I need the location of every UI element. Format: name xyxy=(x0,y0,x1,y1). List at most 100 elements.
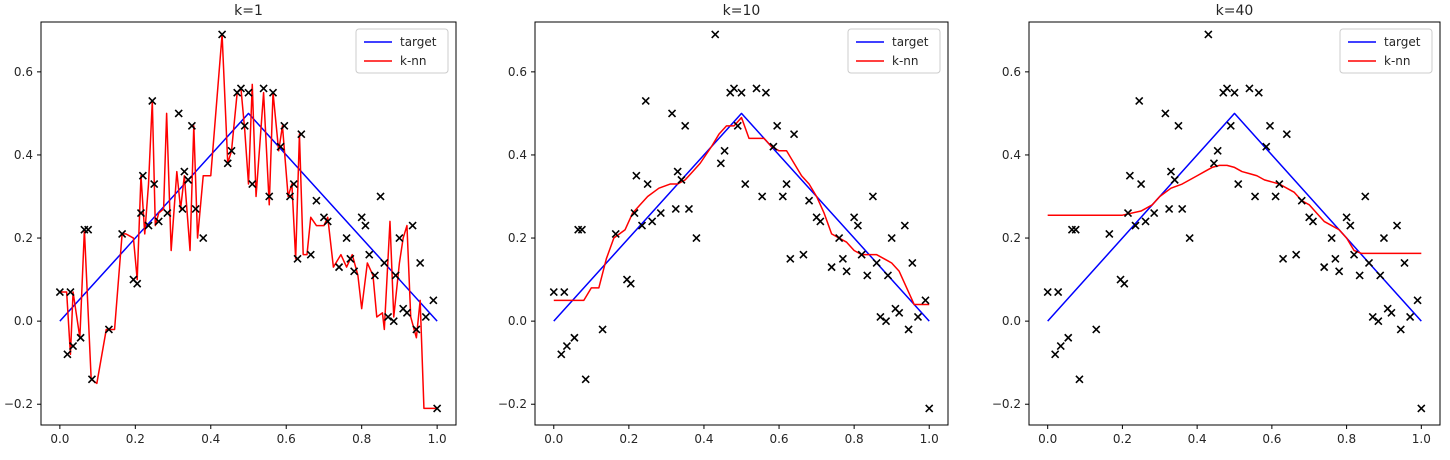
data-point-marker xyxy=(925,404,934,413)
data-point-marker xyxy=(391,271,400,280)
data-point-marker xyxy=(1368,312,1377,322)
y-tick-label: 0.2 xyxy=(1002,231,1021,245)
data-point-marker xyxy=(581,375,590,384)
data-point-marker xyxy=(562,341,571,351)
x-tick-label: 0.6 xyxy=(1262,432,1281,446)
data-point-marker xyxy=(729,84,739,93)
data-point-marker xyxy=(1279,254,1288,263)
data-point-marker xyxy=(248,179,257,189)
x-tick-label: 0.2 xyxy=(1113,432,1132,446)
legend-label: k-nn xyxy=(400,54,427,68)
y-tick-label: 0.2 xyxy=(14,231,33,245)
data-point-marker xyxy=(648,217,657,226)
data-point-marker xyxy=(761,88,770,97)
data-point-marker xyxy=(752,84,761,93)
data-point-marker xyxy=(1265,121,1275,130)
data-point-marker xyxy=(1150,209,1159,218)
legend-label: target xyxy=(400,35,437,49)
data-point-marker xyxy=(667,109,677,118)
data-point-marker xyxy=(1282,130,1291,139)
series-line-k-nn xyxy=(59,33,438,410)
data-point-marker xyxy=(1346,221,1355,230)
data-point-marker xyxy=(1120,279,1129,288)
x-tick-label: 0.0 xyxy=(544,432,563,446)
data-point-marker xyxy=(853,221,862,230)
x-tick-label: 0.4 xyxy=(694,432,713,446)
data-point-marker xyxy=(1222,84,1232,93)
data-point-marker xyxy=(1245,84,1254,93)
data-point-marker xyxy=(549,287,558,297)
data-point-marker xyxy=(1331,254,1340,263)
data-point-marker xyxy=(148,96,157,106)
y-tick-label: 0.2 xyxy=(508,231,527,245)
x-tick-label: 0.2 xyxy=(126,432,145,446)
x-tick-label: 0.8 xyxy=(352,432,371,446)
data-point-marker xyxy=(240,121,249,130)
data-point-marker xyxy=(365,250,374,259)
data-point-marker xyxy=(1292,250,1301,259)
data-point-marker xyxy=(323,217,332,226)
data-point-marker xyxy=(138,171,147,180)
data-point-marker xyxy=(1071,225,1080,234)
data-point-marker xyxy=(1170,175,1179,184)
data-point-marker xyxy=(285,192,295,201)
y-tick-label: 0.6 xyxy=(508,65,527,79)
data-point-marker xyxy=(921,296,930,305)
data-point-marker xyxy=(1361,192,1370,201)
data-point-marker xyxy=(289,179,298,189)
y-tick-label: 0.0 xyxy=(508,314,527,328)
data-point-marker xyxy=(913,312,923,322)
data-point-marker xyxy=(1374,317,1383,326)
data-point-marker xyxy=(900,221,909,230)
plot-area xyxy=(1043,30,1426,413)
data-point-marker xyxy=(265,192,274,201)
data-point-marker xyxy=(598,325,607,334)
data-point-marker xyxy=(1213,146,1222,155)
data-point-marker xyxy=(312,196,321,205)
scatter-points xyxy=(55,30,442,413)
data-point-marker xyxy=(626,279,635,288)
data-point-marker xyxy=(1297,196,1306,205)
data-point-marker xyxy=(389,317,398,326)
data-point-marker xyxy=(380,258,389,268)
data-point-marker xyxy=(881,317,891,326)
y-tick-label: 0.0 xyxy=(14,314,33,328)
data-point-marker xyxy=(384,312,393,322)
data-point-marker xyxy=(350,267,359,276)
data-point-marker xyxy=(720,146,729,155)
data-point-marker xyxy=(1174,121,1183,130)
x-tick-label: 1.0 xyxy=(920,432,939,446)
data-point-marker xyxy=(293,254,302,263)
legend-label: target xyxy=(1384,35,1421,49)
y-tick-label: 0.6 xyxy=(1002,65,1021,79)
data-point-marker xyxy=(357,213,366,222)
data-point-marker xyxy=(816,217,825,226)
x-tick-label: 1.0 xyxy=(1412,432,1431,446)
series-line-k-nn xyxy=(553,116,930,306)
data-point-marker xyxy=(412,325,421,334)
data-point-marker xyxy=(1185,233,1194,243)
data-point-marker xyxy=(872,258,881,268)
data-point-marker xyxy=(632,171,641,180)
data-point-marker xyxy=(259,84,268,93)
data-point-marker xyxy=(1204,30,1213,39)
data-point-marker xyxy=(1376,271,1385,280)
data-point-marker xyxy=(395,233,404,243)
data-point-marker xyxy=(758,192,767,201)
data-point-marker xyxy=(789,130,799,139)
data-point-marker xyxy=(1396,325,1405,334)
data-point-marker xyxy=(63,350,72,359)
data-point-marker xyxy=(218,30,227,39)
data-point-marker xyxy=(150,179,159,189)
data-point-marker xyxy=(306,250,315,259)
x-tick-label: 0.8 xyxy=(1337,432,1356,446)
data-point-marker xyxy=(1327,233,1336,243)
x-tick-label: 0.4 xyxy=(1188,432,1207,446)
data-point-marker xyxy=(1054,287,1063,297)
data-point-marker xyxy=(778,192,787,201)
data-point-marker xyxy=(692,233,701,243)
data-point-marker xyxy=(361,221,370,230)
data-point-marker xyxy=(1166,167,1176,176)
data-point-marker xyxy=(154,217,163,226)
